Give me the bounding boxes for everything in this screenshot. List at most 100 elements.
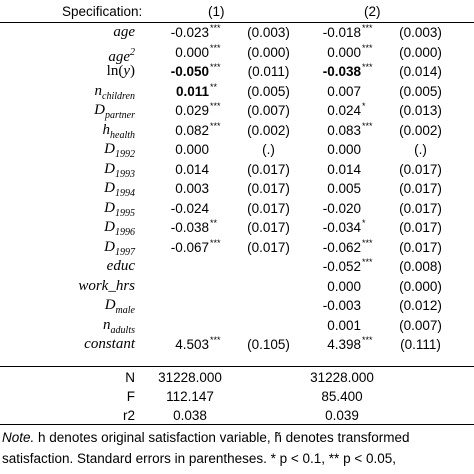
coef-2: 0.005 (327, 181, 361, 196)
se-1: (0.017) (247, 239, 290, 255)
coef-2: 0.001 (327, 317, 361, 333)
stat-value-1: 31228.000 (158, 370, 222, 385)
se-2: (0.000) (399, 278, 442, 294)
se-2: (0.017) (399, 161, 442, 177)
column-2-header: (2) (364, 4, 381, 19)
var-label: D1994 (104, 180, 135, 199)
coef-1: 0.029 (175, 103, 209, 118)
stars-1: *** (210, 42, 221, 53)
table-row: constant 4.503 *** (0.105) 4.398 *** (0.111) (0, 335, 474, 354)
se-2: (0.007) (399, 317, 442, 333)
stat-label: F (126, 389, 135, 404)
se-2: (0.017) (399, 200, 442, 216)
stat-value-1: 0.038 (173, 408, 207, 423)
coef-1: -0.050 (170, 64, 209, 79)
se-2: (0.017) (399, 239, 442, 255)
se-1: (0.007) (247, 103, 290, 118)
table-row: D1994 0.003 (0.017) 0.005 (0.017) (0, 179, 474, 199)
table-row: hhealth 0.082 *** (0.002) 0.083 *** (0.002) (0, 120, 474, 141)
coef-1: 0.082 (175, 122, 209, 138)
var-label: nchildren (94, 82, 135, 102)
coef-2: 0.083 (327, 122, 361, 138)
coef-2: 0.000 (327, 142, 361, 157)
coef-1: -0.067 (170, 239, 209, 255)
note-text-2: satisfaction. Standard errors in parenth… (2, 451, 396, 466)
var-label: educ (106, 258, 135, 274)
se-2: (0.012) (399, 298, 442, 313)
table-row: Dpartner 0.029 *** (0.007) 0.024 * (0.013) (0, 101, 474, 122)
var-label: D1996 (104, 219, 135, 238)
note-text-1: h denotes original satisfaction variable… (34, 430, 410, 445)
se-2: (0.014) (399, 64, 442, 79)
stat-value-2: 85.400 (321, 389, 363, 404)
column-1-header: (1) (208, 4, 225, 19)
table-row: age -0.023 *** (0.003) -0.018 *** (0.003) (0, 23, 474, 42)
se-1: (0.017) (247, 181, 290, 196)
coef-2: 0.024 (327, 103, 361, 118)
stars-2: * (362, 101, 366, 111)
se-2: (0.000) (399, 44, 442, 60)
stats-row: r2 0.038 0.039 (0, 406, 474, 425)
var-label: Dpartner (94, 102, 135, 121)
stars-2: *** (362, 335, 373, 345)
se-1: (0.011) (247, 64, 290, 79)
table-row: ln(y) -0.050 *** (0.011) -0.038 *** (0.014) (0, 62, 474, 81)
stats-row: N 31228.000 31228.000 (0, 368, 474, 387)
stars-2: *** (362, 120, 373, 131)
coef-1: 0.014 (175, 161, 209, 177)
stars-1: ** (210, 218, 218, 228)
stars-2: *** (362, 23, 373, 33)
stars-2: *** (362, 237, 373, 248)
stars-1: ** (210, 81, 218, 92)
se-2: (0.005) (399, 83, 442, 99)
table-row: D1995 -0.024 (0.017) -0.020 (0.017) (0, 199, 474, 219)
se-2: (0.017) (399, 220, 442, 235)
se-2: (0.002) (399, 122, 442, 138)
var-label: Dmale (104, 297, 135, 316)
se-1: (0.000) (247, 44, 290, 60)
stars-1: *** (210, 23, 221, 33)
var-label: nadults (103, 316, 135, 336)
coef-2: -0.052 (322, 259, 361, 274)
var-label: work_hrs (78, 277, 135, 294)
table-row: age2 0.000 *** (0.000) 0.000 *** (0.000) (0, 42, 474, 65)
table-row: D1996 -0.038 ** (0.017) -0.034 * (0.017) (0, 218, 474, 239)
coef-2: -0.038 (322, 64, 361, 79)
se-1: (.) (262, 142, 275, 157)
se-1: (0.017) (247, 200, 290, 216)
var-label: age2 (108, 46, 135, 65)
se-1: (0.003) (247, 25, 290, 40)
stat-value-2: 0.039 (325, 408, 359, 423)
table-row: D1992 0.000 (.) 0.000 (.) (0, 140, 474, 160)
coef-2: -0.034 (322, 220, 361, 235)
stars-1: *** (210, 62, 221, 72)
table-header: Specification: (1) (2) (0, 0, 474, 22)
table-row: work_hrs 0.000 (0.000) (0, 277, 474, 296)
var-label: D1997 (104, 238, 135, 258)
coef-1: 0.003 (175, 181, 209, 196)
stars-1: *** (210, 335, 221, 345)
coef-2: -0.020 (322, 200, 361, 216)
table-note-line-1: Note. h denotes original satisfaction va… (2, 427, 474, 448)
table-row: educ -0.052 *** (0.008) (0, 257, 474, 276)
var-label: ln(y) (106, 63, 135, 79)
se-1: (0.105) (247, 337, 290, 352)
table-row: D1993 0.014 (0.017) 0.014 (0.017) (0, 160, 474, 180)
se-1: (0.017) (247, 161, 290, 177)
var-label: D1992 (104, 141, 135, 160)
coef-1: -0.038 (170, 220, 209, 235)
se-1: (0.002) (247, 122, 290, 138)
stars-1: *** (210, 120, 221, 131)
stats-rule (0, 366, 474, 367)
se-2: (0.111) (400, 337, 441, 352)
se-2: (0.008) (399, 259, 442, 274)
var-label: hhealth (102, 121, 136, 141)
stat-value-1: 112.147 (166, 389, 214, 404)
stars-2: *** (362, 42, 373, 53)
table-row: nadults 0.001 (0.007) (0, 316, 474, 336)
specification-label: Specification: (62, 4, 143, 19)
coef-2: 0.014 (327, 161, 361, 177)
coef-1: -0.024 (170, 200, 209, 216)
header-rule (0, 22, 474, 23)
stars-1: *** (210, 101, 221, 111)
